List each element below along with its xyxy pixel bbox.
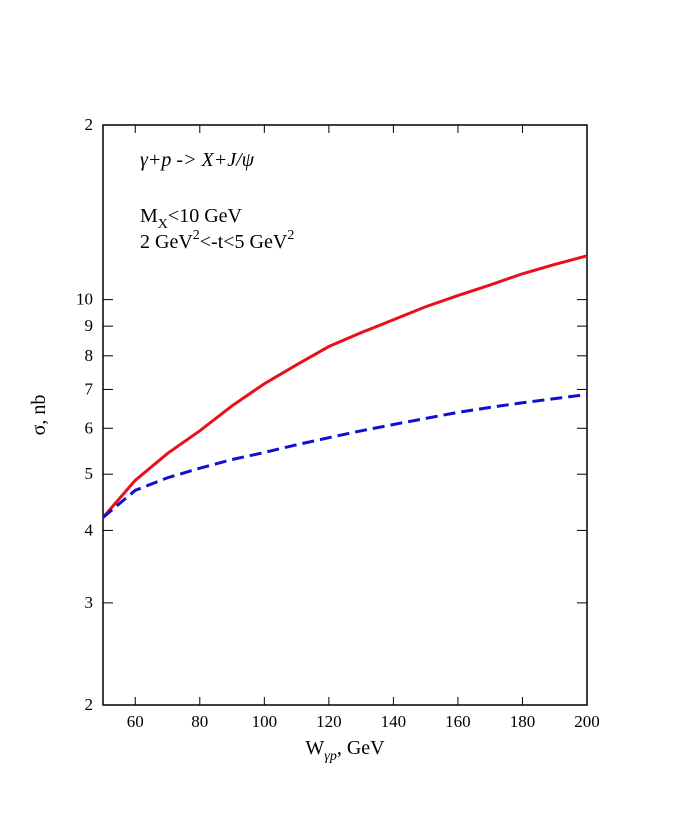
annotation-part: M [140,205,158,227]
y-tick-label: 8 [85,346,94,365]
y-tick-label: 4 [85,520,94,539]
annotation-part: 2 [287,228,294,243]
annotation-part: 2 GeV [140,231,193,253]
plot-frame [102,124,588,706]
x-tick-label: 100 [252,712,278,731]
x-tick-label: 160 [445,712,471,731]
data-line [101,254,588,519]
annotation: γ+p -> X+J/ψ [140,149,255,171]
x-axis-label: Wγp, GeV [305,737,385,764]
y-tick-label: 10 [76,290,93,309]
data-line [102,393,588,519]
x-label-part: γp [324,749,337,764]
annotation-part: <-t<5 GeV [200,231,288,253]
x-tick-label: 180 [510,712,536,731]
y-tick-label: 2 [85,695,94,714]
annotation-part: X [158,217,168,232]
x-tick-label: 60 [127,712,144,731]
annotation: 2 GeV2<-t<5 GeV2 [140,228,294,253]
annotation-part: <10 GeV [168,205,243,227]
x-tick-label: 200 [574,712,600,731]
x-tick-label: 120 [316,712,342,731]
annotation-part: 2 [193,228,200,243]
x-tick-label: 140 [381,712,407,731]
x-tick-label: 80 [191,712,208,731]
y-tick-label: 5 [85,464,94,483]
y-tick-label: 9 [85,316,94,335]
y-tick-label: 7 [85,379,94,398]
y-axis-label: σ, nb [28,395,50,436]
x-label-part: , GeV [337,737,385,759]
y-tick-label: 2 [85,115,94,134]
x-label-part: W [305,737,324,759]
y-tick-label: 3 [85,593,94,612]
annotation: MX<10 GeV [140,205,243,232]
y-tick-label: 6 [85,418,94,437]
